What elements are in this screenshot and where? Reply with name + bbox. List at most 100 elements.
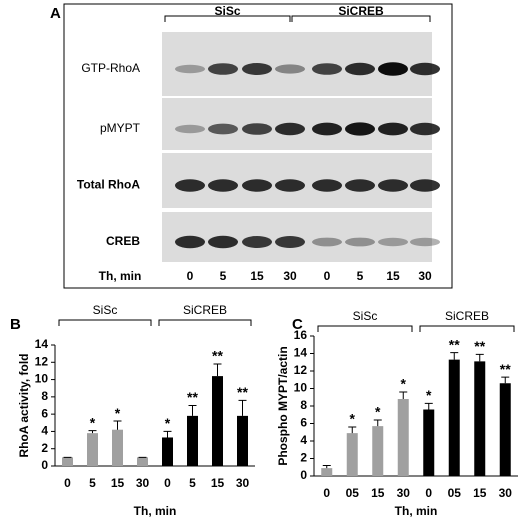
bar xyxy=(423,409,435,476)
y-tick-label: 0 xyxy=(300,468,307,482)
blot-band xyxy=(312,63,342,75)
significance-label: * xyxy=(90,414,96,430)
blot-band xyxy=(275,64,305,74)
x-tick-label: 30 xyxy=(236,476,250,490)
blot-band xyxy=(275,122,305,136)
x-tick-label: 0 xyxy=(164,476,171,490)
blot-band xyxy=(242,63,272,75)
lane-label: 30 xyxy=(283,269,297,283)
y-axis-label: Phospho MYPT/actin xyxy=(276,346,290,465)
bar xyxy=(62,457,73,466)
y-tick-label: 4 xyxy=(300,433,307,447)
significance-label: * xyxy=(350,411,356,427)
y-tick-label: 12 xyxy=(294,363,308,377)
x-tick-label: 0 xyxy=(425,486,432,500)
y-tick-label: 0 xyxy=(41,458,48,472)
blot-band xyxy=(378,237,408,247)
error-bar xyxy=(188,405,197,416)
blot-band xyxy=(410,237,440,247)
panel-label: C xyxy=(292,316,303,333)
blot-band xyxy=(175,235,205,249)
blot-band xyxy=(208,123,238,135)
panel-label: B xyxy=(10,316,21,333)
y-axis-label: RhoA activity, fold xyxy=(17,353,31,457)
blot-band xyxy=(175,124,205,134)
y-tick-label: 2 xyxy=(300,451,307,465)
error-bar xyxy=(322,465,331,469)
blot-band xyxy=(312,179,342,192)
x-tick-label: 05 xyxy=(448,486,462,500)
x-tick-label: 15 xyxy=(473,486,487,500)
row-label: Total RhoA xyxy=(77,178,140,192)
lane-label: 0 xyxy=(187,269,194,283)
blot-band xyxy=(345,62,375,76)
blot-band xyxy=(175,64,205,74)
error-bar xyxy=(450,352,459,360)
x-tick-label: 15 xyxy=(111,476,125,490)
panel-label: A xyxy=(50,5,61,22)
blot-band xyxy=(378,62,408,76)
error-bar xyxy=(348,426,357,434)
error-bar xyxy=(475,353,484,362)
blot-band xyxy=(275,236,305,248)
x-tick-label: 0 xyxy=(64,476,71,490)
blot-band xyxy=(312,122,342,136)
x-tick-label: 5 xyxy=(89,476,96,490)
bar xyxy=(499,383,511,476)
bar xyxy=(474,361,486,476)
blot-band xyxy=(345,179,375,192)
x-tick-label: 15 xyxy=(371,486,385,500)
error-bar xyxy=(213,363,222,377)
row-label: pMYPT xyxy=(100,121,141,135)
blot-band xyxy=(378,179,408,192)
significance-label: ** xyxy=(187,389,198,405)
x-tick-label: 30 xyxy=(499,486,513,500)
lane-label: 0 xyxy=(324,269,331,283)
group-label: SiSc xyxy=(214,4,240,18)
lane-label: 5 xyxy=(220,269,227,283)
x-tick-label: 5 xyxy=(189,476,196,490)
lane-label: 15 xyxy=(250,269,264,283)
y-tick-label: 8 xyxy=(300,398,307,412)
group-label: SiSc xyxy=(353,309,378,323)
error-bar xyxy=(113,420,122,430)
x-tick-label: 05 xyxy=(346,486,360,500)
bar xyxy=(321,468,333,476)
significance-label: ** xyxy=(449,336,460,352)
x-tick-label: 0 xyxy=(323,486,330,500)
group-label: SiCREB xyxy=(338,4,384,18)
significance-label: * xyxy=(426,387,432,403)
blot-band xyxy=(378,122,408,136)
y-tick-label: 8 xyxy=(41,389,48,403)
group-bracket xyxy=(164,15,291,22)
bar xyxy=(448,359,460,476)
lane-label: 30 xyxy=(418,269,432,283)
y-tick-label: 10 xyxy=(294,381,308,395)
error-bar xyxy=(501,376,510,384)
bar xyxy=(137,457,148,466)
y-tick-label: 14 xyxy=(294,346,308,360)
blot-band xyxy=(275,179,305,192)
bar xyxy=(87,433,98,466)
y-tick-label: 6 xyxy=(300,416,307,430)
group-bracket xyxy=(158,319,252,326)
error-bar xyxy=(238,399,247,416)
error-bar xyxy=(163,430,172,438)
blot-band xyxy=(208,235,238,249)
blot-band xyxy=(410,62,440,76)
bar xyxy=(346,433,358,476)
blot-band xyxy=(242,179,272,192)
y-tick-label: 10 xyxy=(35,372,49,386)
x-axis-label: Th, min xyxy=(395,504,438,518)
x-tick-label: 15 xyxy=(211,476,225,490)
error-bar xyxy=(399,391,408,399)
bar xyxy=(187,415,198,466)
group-bracket xyxy=(419,325,515,332)
blot-band xyxy=(410,179,440,192)
row-label: CREB xyxy=(106,234,140,248)
blot-band xyxy=(175,179,205,192)
error-bar xyxy=(88,430,97,434)
x-axis-label: Th, min xyxy=(134,504,177,518)
y-tick-label: 6 xyxy=(41,406,48,420)
blot-band xyxy=(208,179,238,192)
